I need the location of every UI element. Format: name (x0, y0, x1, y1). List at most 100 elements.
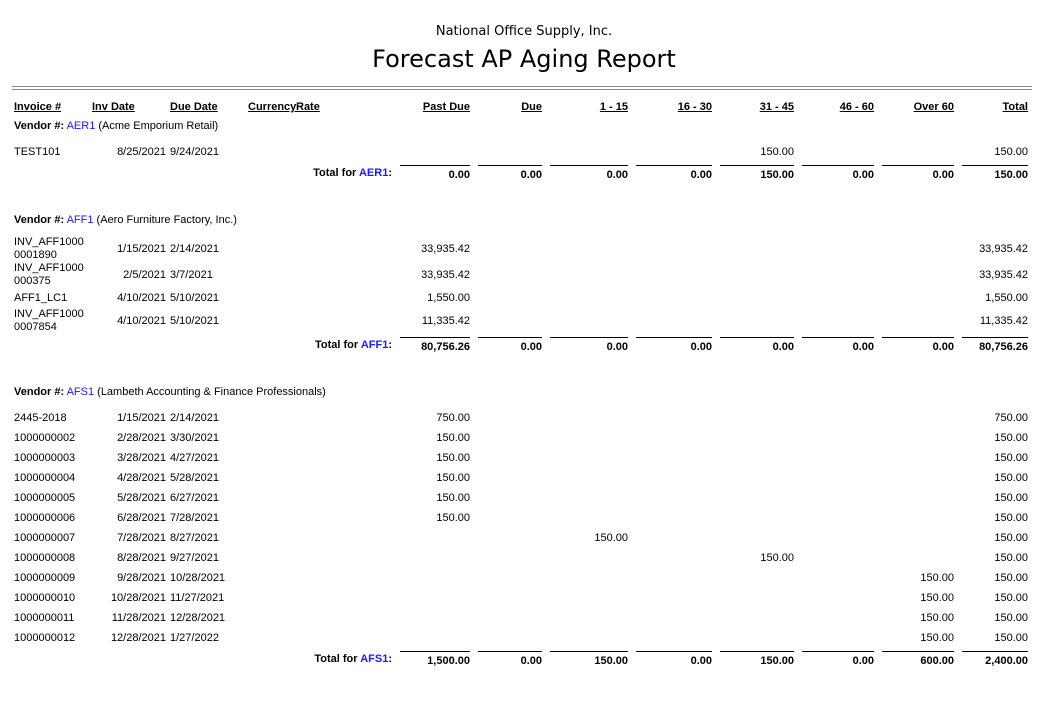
cell: 9/27/2021 (170, 552, 219, 564)
vendor-name: (Lambeth Accounting & Finance Profession… (97, 386, 326, 398)
column-header: Past Due (422, 101, 470, 113)
cell (472, 608, 544, 628)
total-code: AFF1 (360, 339, 389, 351)
invoice-row: INV_AFF10000001890 1/15/2021 2/14/2021 33,9… (12, 230, 1030, 262)
cell: 5/10/2021 (170, 292, 219, 304)
cell (876, 262, 956, 288)
cell (630, 588, 714, 608)
cell (294, 568, 394, 588)
cell: 8/27/2021 (170, 532, 219, 544)
total-amount: 0.00 (550, 337, 628, 353)
cell (472, 468, 544, 488)
column-header: Due Date (170, 101, 218, 113)
total-amount: 0.00 (802, 337, 874, 353)
total-label-cell: Total for AFS1: (12, 648, 394, 670)
cell: 1,550.00 (427, 292, 470, 304)
cell (544, 308, 630, 334)
cell: 1000000011 (12, 608, 90, 628)
invoice-number: 1000000010 (14, 591, 76, 604)
total-cell: 0.00 (714, 334, 796, 356)
total-cell: 0.00 (796, 162, 876, 184)
cell (472, 402, 544, 428)
total-amount: 80,756.26 (400, 337, 470, 353)
cell: 2/28/2021 (117, 432, 166, 444)
cell (630, 608, 714, 628)
total-cell: 0.00 (796, 648, 876, 670)
total-colon: : (388, 653, 392, 665)
cell: 1/27/2022 (170, 632, 219, 644)
cell (294, 508, 394, 528)
invoice-row: 2445-2018 1/15/2021 2/14/2021 750.00 750.00 (12, 402, 1030, 428)
cell (472, 262, 544, 288)
cell: 2/5/2021 (123, 269, 166, 281)
cell: 150.00 (994, 632, 1028, 644)
cell: 1000000007 (12, 528, 90, 548)
cell (630, 308, 714, 334)
cell (796, 528, 876, 548)
vendor-code: AFF1 (66, 214, 94, 226)
cell (630, 448, 714, 468)
cell (544, 468, 630, 488)
invoice-number: 1000000005 (14, 491, 76, 504)
total-cell: 0.00 (630, 162, 714, 184)
cell (630, 628, 714, 648)
cell (796, 136, 876, 162)
cell: 150.00 (760, 552, 794, 564)
cell: 150.00 (594, 532, 628, 544)
cell: 6/27/2021 (170, 492, 219, 504)
cell (394, 608, 472, 628)
header-rule (12, 86, 1032, 90)
cell: 1000000002 (12, 428, 90, 448)
cell (714, 588, 796, 608)
cell (294, 488, 394, 508)
total-row: Total for AFS1: 1,500.00 0.00 150.00 0.00 150… (12, 648, 1030, 670)
vendor-cell: Vendor #: AFF1 (Aero Furniture Factory, … (12, 210, 1030, 230)
cell: 2/14/2021 (170, 412, 219, 424)
cell: 150.00 (994, 512, 1028, 524)
cell (246, 402, 294, 428)
cell (796, 548, 876, 568)
cell: 150.00 (994, 472, 1028, 484)
cell (246, 508, 294, 528)
cell: 1000000003 (12, 448, 90, 468)
cell: 2445-2018 (12, 402, 90, 428)
invoice-number: 1000000011 (14, 611, 75, 624)
total-colon: : (388, 167, 392, 179)
cell: 1000000004 (12, 468, 90, 488)
invoice-number: INV_AFF10000007854 (14, 308, 84, 333)
cell: 10/28/2021 (170, 572, 226, 584)
total-amount: 2,400.00 (962, 651, 1028, 667)
total-cell: 80,756.26 (956, 334, 1030, 356)
total-amount: 0.00 (478, 651, 542, 667)
cell: 1000000006 (12, 508, 90, 528)
cell (544, 448, 630, 468)
cell (630, 468, 714, 488)
invoice-row: 1000000008 8/28/2021 9/27/2021 150.00 150.00 (12, 548, 1030, 568)
cell (876, 288, 956, 308)
vendor-code: AER1 (66, 120, 96, 132)
cell (246, 528, 294, 548)
cell: 1/15/2021 (117, 412, 166, 424)
cell (544, 428, 630, 448)
invoice-row: TEST101 8/25/2021 9/24/2021 150.00 150.00 (12, 136, 1030, 162)
cell (544, 402, 630, 428)
cell (294, 588, 394, 608)
total-label: Total for (314, 653, 358, 665)
cell: 1/15/2021 (117, 243, 166, 255)
cell (714, 528, 796, 548)
vendor-row: Vendor #: AER1 (Acme Emporium Retail) (12, 116, 1030, 136)
cell (246, 308, 294, 334)
cell (714, 402, 796, 428)
cell: 150.00 (920, 592, 954, 604)
total-cell: 0.00 (876, 334, 956, 356)
invoice-row: AFF1_LC1 4/10/2021 5/10/2021 1,550.00 1,550.… (12, 288, 1030, 308)
total-cell: 150.00 (956, 162, 1030, 184)
cell (472, 588, 544, 608)
cell (246, 288, 294, 308)
company-name: National Office Supply, Inc. (435, 24, 613, 39)
cell (394, 136, 472, 162)
cell (544, 508, 630, 528)
cell: 750.00 (436, 412, 470, 424)
cell: 9/28/2021 (117, 572, 166, 584)
